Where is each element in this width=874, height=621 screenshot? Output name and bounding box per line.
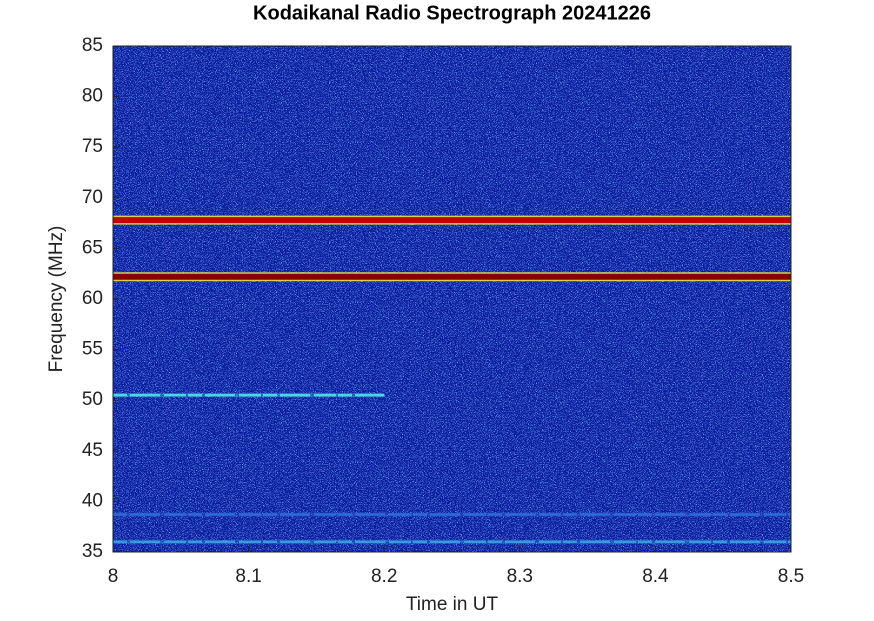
y-tick-label: 80 [82,86,103,107]
x-tick-label: 8.1 [235,566,261,587]
y-axis-label: Frequency (MHz) [46,226,67,373]
bands [113,215,791,544]
x-tick-label: 8.3 [507,566,533,587]
y-tick-label: 70 [82,187,103,208]
y-tick-label: 35 [82,541,103,562]
x-axis-label: Time in UT [406,594,499,615]
y-tick-label: 40 [82,490,103,511]
x-tick-label: 8.2 [371,566,397,587]
y-tick-label: 85 [82,35,103,56]
noise-texture [113,46,791,552]
y-tick-label: 45 [82,440,103,461]
x-tick-label: 8.4 [642,566,669,587]
x-tick-label: 8.5 [778,566,804,587]
y-tick-label: 55 [82,339,103,360]
y-tick-label: 65 [82,237,103,258]
chart-title: Kodaikanal Radio Spectrograph 20241226 [253,2,651,24]
y-tick-label: 75 [82,136,103,157]
x-tick-label: 8 [108,566,119,587]
y-tick-label: 50 [82,389,103,410]
y-tick-label: 60 [82,288,103,309]
